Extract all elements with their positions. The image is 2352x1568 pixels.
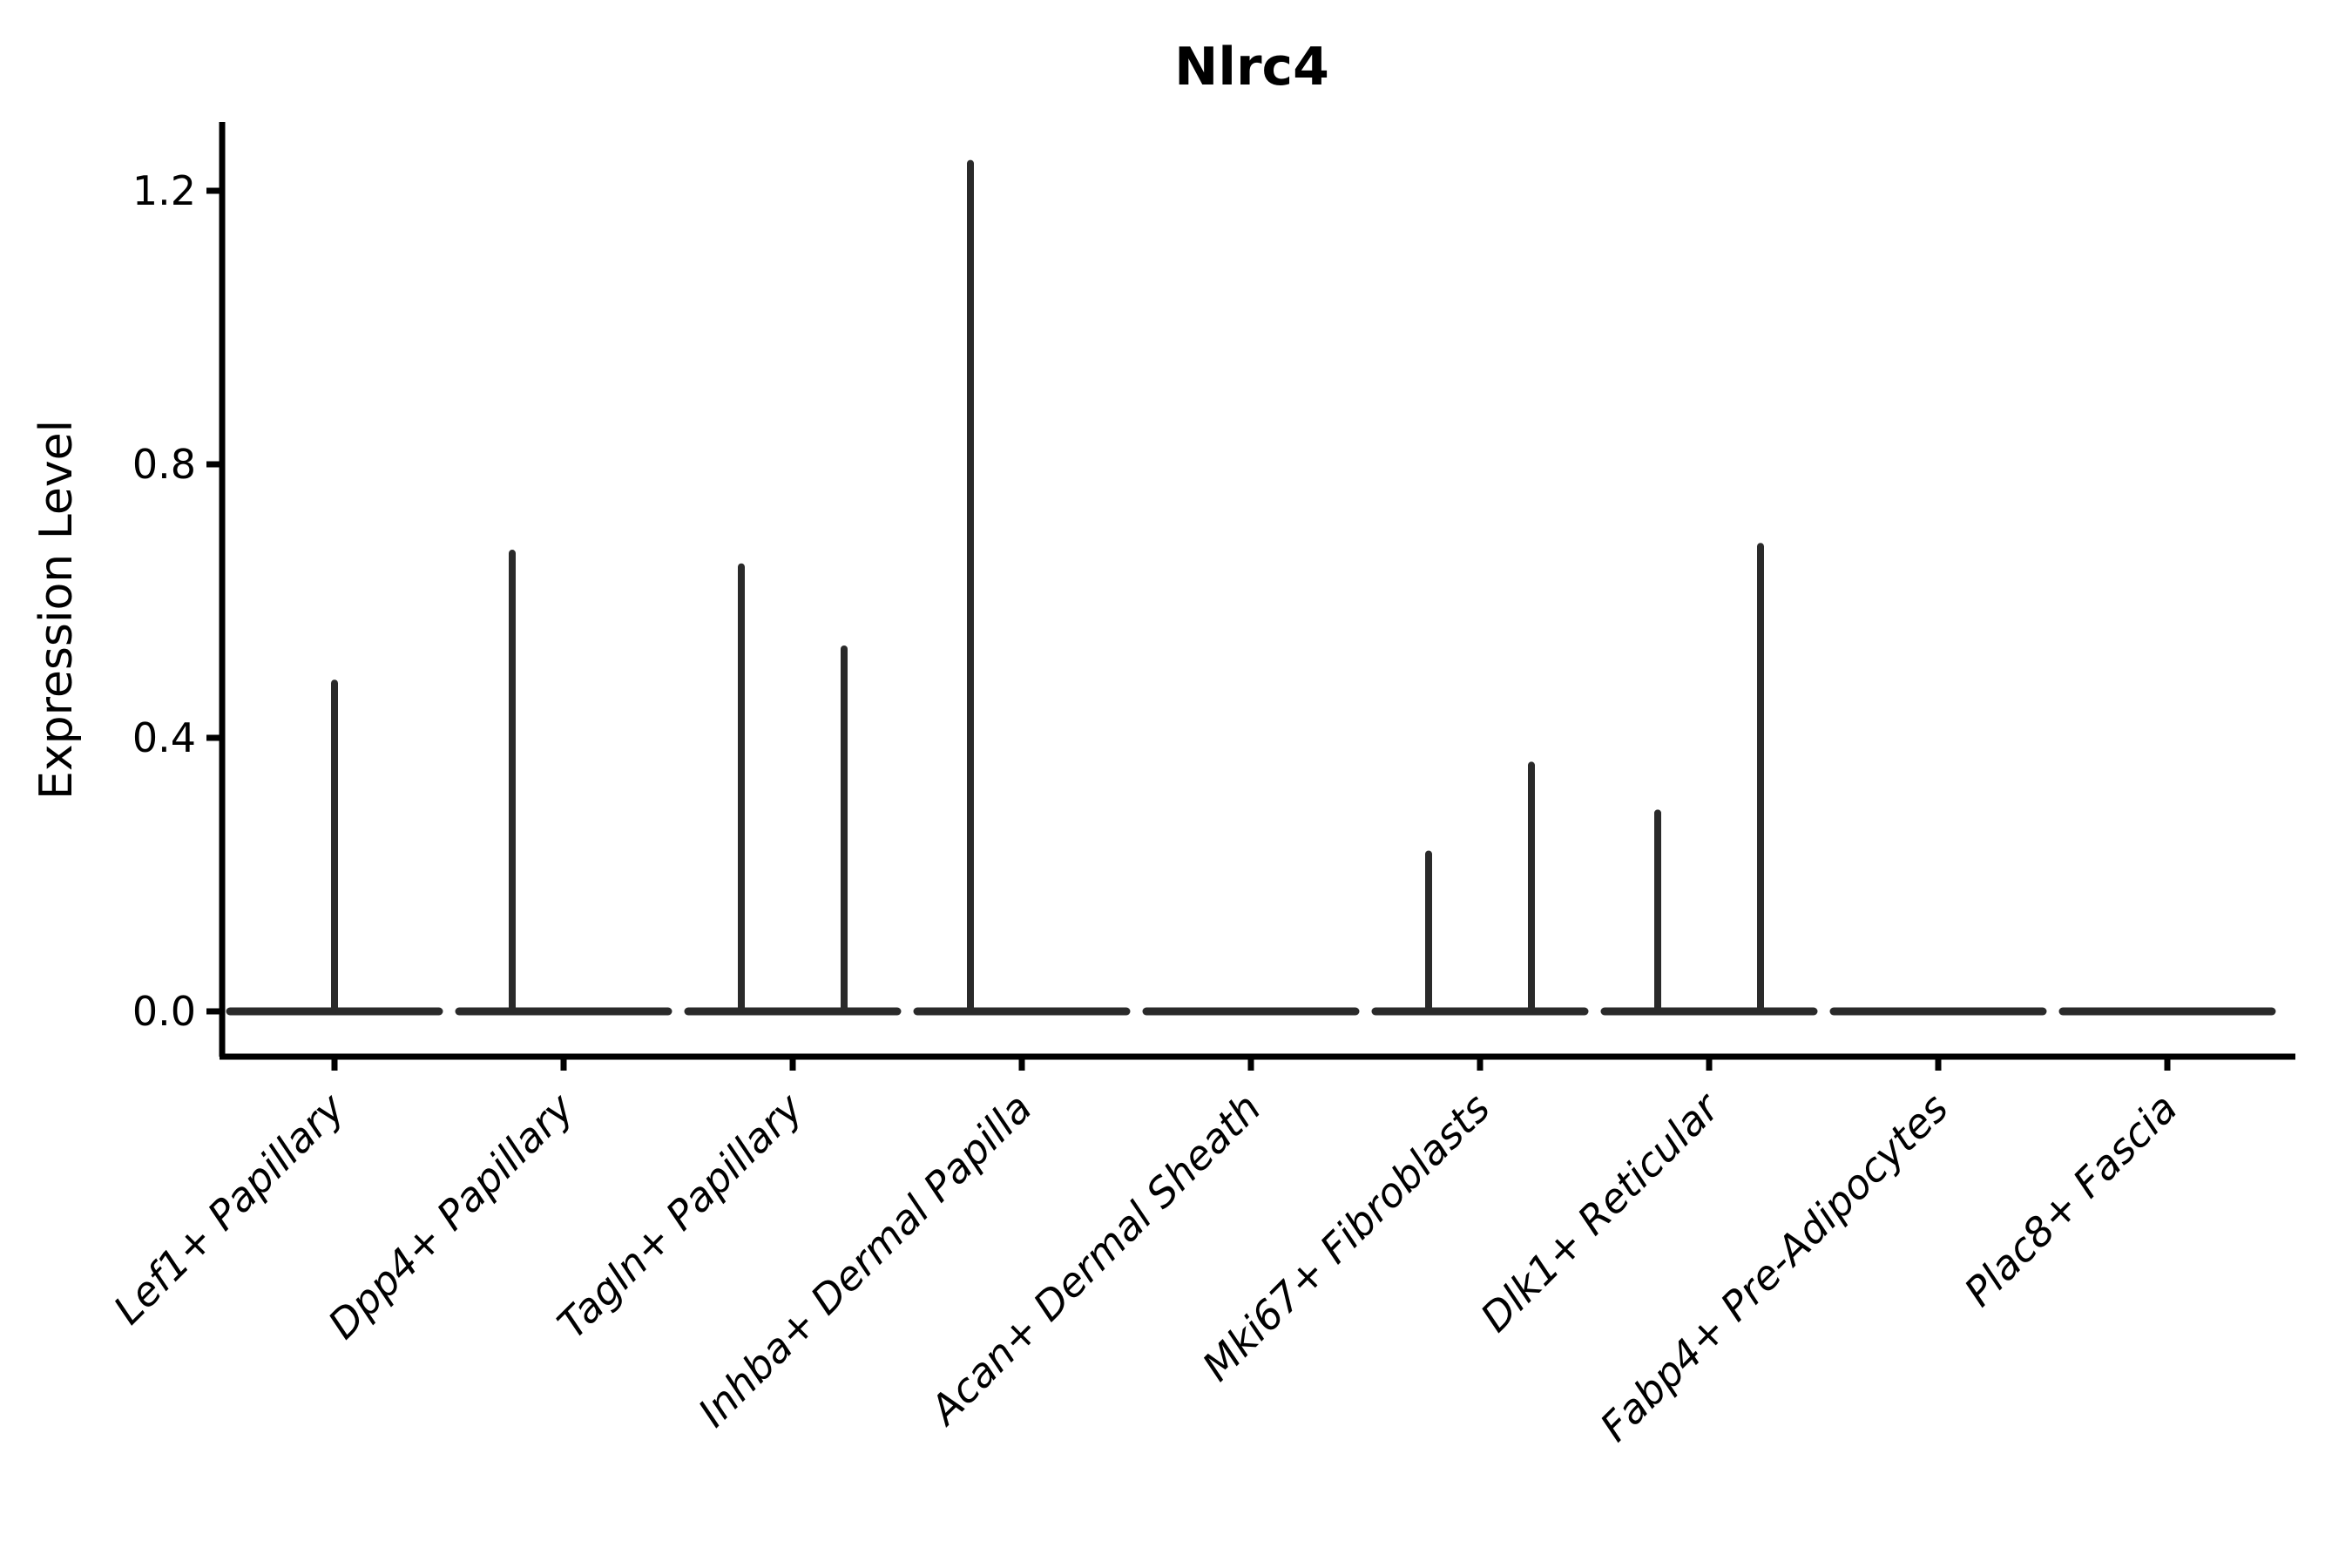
y-tick-label: 0.8: [132, 441, 196, 488]
y-axis-title: Expression Level: [30, 420, 83, 800]
chart-title: Nlrc4: [1174, 37, 1329, 98]
x-tick-label: Dpp4+ Papillary: [319, 1084, 583, 1348]
axes: 0.0 0.4 0.8 1.2: [132, 122, 2295, 1060]
x-tick-label: Dlk1+ Reticular: [1471, 1082, 1730, 1341]
x-tick-label: Tagln+ Papillary: [548, 1084, 812, 1348]
x-tick-label: Plac8+ Fascia: [1955, 1085, 2186, 1315]
y-tick-label: 1.2: [132, 167, 196, 214]
y-tick-label: 0.4: [132, 714, 196, 761]
x-tick-label: Lef1+ Papillary: [105, 1084, 354, 1333]
y-tick-label: 0.0: [132, 988, 196, 1035]
violins: [226, 159, 2276, 1016]
